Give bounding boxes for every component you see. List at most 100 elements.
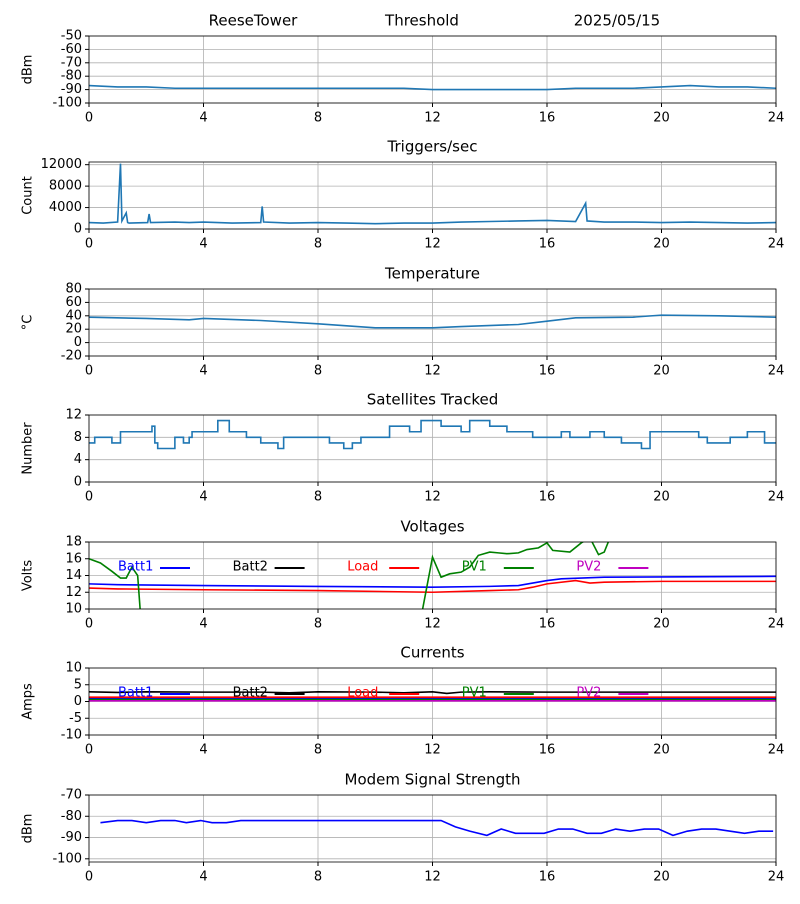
- y-tick-label: 5: [74, 677, 82, 692]
- x-tick-label: 4: [199, 237, 207, 252]
- y-tick-label: -90: [61, 82, 82, 97]
- legend-label: Batt2: [233, 560, 268, 575]
- legend-label: PV2: [576, 560, 601, 575]
- plot-frame: [88, 794, 777, 863]
- y-tick-label: -100: [52, 96, 82, 111]
- y-tick-label: 12000: [41, 157, 82, 172]
- y-axis-label: °C: [21, 315, 36, 331]
- x-tick-label: 0: [85, 743, 93, 758]
- panel-title: Triggers/sec: [387, 138, 478, 156]
- series-line: [100, 819, 774, 837]
- plot-frame: [88, 161, 777, 230]
- x-tick-label: 16: [539, 111, 556, 126]
- y-tick-label: 12: [65, 408, 82, 423]
- x-tick-label: 20: [653, 111, 670, 126]
- x-tick-label: 0: [85, 111, 93, 126]
- x-tick-label: 12: [424, 364, 441, 379]
- series-line: [89, 579, 776, 594]
- y-tick-label: 12: [65, 585, 82, 600]
- plot-frame: [88, 35, 777, 104]
- plot-frame: [88, 414, 777, 483]
- y-tick-label: 40: [65, 308, 82, 323]
- y-tick-label: -70: [61, 788, 82, 803]
- y-tick-label: 4: [74, 452, 82, 467]
- x-tick-label: 16: [539, 364, 556, 379]
- y-tick-label: 14: [65, 568, 82, 583]
- x-tick-label: 12: [424, 490, 441, 505]
- x-tick-label: 8: [314, 237, 322, 252]
- y-tick-label: -80: [61, 69, 82, 84]
- y-tick-label: -20: [61, 349, 82, 364]
- x-tick-label: 12: [424, 617, 441, 632]
- x-tick-label: 24: [768, 237, 785, 252]
- y-tick-label: 0: [74, 335, 82, 350]
- x-tick-label: 24: [768, 617, 785, 632]
- y-axis-label: Number: [21, 422, 36, 475]
- y-axis-label: dBm: [21, 55, 36, 85]
- x-tick-label: 4: [199, 490, 207, 505]
- y-tick-label: -80: [61, 809, 82, 824]
- x-tick-label: 16: [539, 490, 556, 505]
- y-tick-label: 0: [74, 694, 82, 709]
- x-tick-label: 16: [539, 870, 556, 885]
- y-tick-label: 20: [65, 322, 82, 337]
- x-tick-label: 4: [199, 743, 207, 758]
- x-tick-label: 0: [85, 870, 93, 885]
- x-tick-label: 20: [653, 870, 670, 885]
- panel-title: Satellites Tracked: [367, 391, 498, 409]
- series-line: [89, 163, 776, 225]
- y-tick-label: -10: [61, 728, 82, 743]
- x-tick-label: 8: [314, 870, 322, 885]
- x-tick-label: 12: [424, 870, 441, 885]
- legend-label: Batt1: [118, 560, 153, 575]
- x-tick-label: 16: [539, 743, 556, 758]
- x-tick-label: 0: [85, 617, 93, 632]
- y-tick-label: -70: [61, 55, 82, 70]
- series-line: [89, 542, 610, 609]
- legend-label: Batt2: [233, 686, 268, 701]
- y-axis-label: Amps: [21, 683, 36, 720]
- x-tick-label: 8: [314, 743, 322, 758]
- x-tick-label: 20: [653, 490, 670, 505]
- panel: dBm 0 4 8 12 16 20 24 -100-90-80-70-60-50: [21, 29, 785, 126]
- legend-label: Load: [347, 560, 378, 575]
- y-tick-label: 8000: [49, 179, 82, 194]
- panel: Modem Signal Strength dBm 0 4 8 12 16 20 24 -100 -…: [21, 771, 785, 885]
- x-tick-label: 12: [424, 237, 441, 252]
- x-tick-label: 16: [539, 617, 556, 632]
- panel-title: Temperature: [384, 265, 480, 283]
- series-line: [89, 419, 776, 450]
- mode: Threshold: [384, 12, 459, 30]
- x-tick-label: 0: [85, 237, 93, 252]
- plot-frame: [88, 667, 777, 736]
- legend-label: Batt1: [118, 686, 153, 701]
- panel: Triggers/sec Count 0 4 8 12 16 20 24 0 4000 8000 120…: [21, 138, 785, 252]
- panel-title: Currents: [400, 644, 464, 662]
- legend-label: Load: [347, 686, 378, 701]
- x-tick-label: 8: [314, 617, 322, 632]
- x-tick-label: 20: [653, 364, 670, 379]
- panel: Currents Amps 0 4 8 12 16 20 24 -10 -5 0 510 Batt1 Bat…: [21, 644, 785, 758]
- x-tick-label: 8: [314, 364, 322, 379]
- series-line: [89, 575, 776, 589]
- x-tick-label: 16: [539, 237, 556, 252]
- y-tick-label: 0: [74, 475, 82, 490]
- x-tick-label: 20: [653, 617, 670, 632]
- y-tick-label: 0: [74, 222, 82, 237]
- y-tick-label: -5: [69, 711, 82, 726]
- y-tick-label: -100: [52, 851, 82, 866]
- y-tick-label: -60: [61, 42, 82, 57]
- y-tick-label: 8: [74, 430, 82, 445]
- series-line: [89, 690, 776, 695]
- legend-label: PV1: [462, 560, 487, 575]
- y-tick-label: 10: [65, 661, 82, 676]
- y-tick-label: -90: [61, 830, 82, 845]
- panel: Satellites Tracked Number 0 4 8 12 16 20 24 0 4 8 12: [21, 391, 785, 505]
- x-tick-label: 24: [768, 743, 785, 758]
- x-tick-label: 4: [199, 364, 207, 379]
- legend-label: PV2: [576, 686, 601, 701]
- legend-label: PV1: [462, 686, 487, 701]
- panel-title: Modem Signal Strength: [345, 771, 521, 789]
